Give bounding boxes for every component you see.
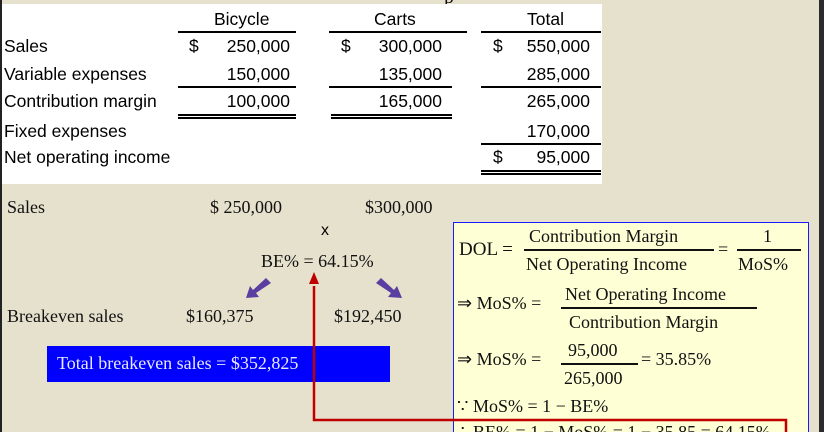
- double-underline-bicycle: [178, 114, 296, 119]
- sales-bicycle: 250,000: [226, 36, 290, 56]
- window-left-border: [0, 0, 2, 432]
- row-label-variable-expenses: Variable expenses: [4, 64, 147, 84]
- arrow-up-head-icon: [309, 272, 319, 284]
- total-breakeven-box: Total breakeven sales = $352,825: [47, 346, 390, 382]
- row-label-net-operating-income: Net operating income: [4, 147, 171, 167]
- total-breakeven-sales: Total breakeven sales = $352,825: [57, 353, 299, 373]
- breakeven-carts-value: $192,450: [334, 306, 402, 326]
- mos-calc-lhs: ⇒ MoS% =: [457, 349, 542, 369]
- dol-lhs: DOL =: [459, 239, 513, 260]
- subtotal-line-carts: [329, 86, 452, 88]
- column-header-total: Total: [527, 9, 564, 29]
- fixed-expenses-total: 170,000: [526, 121, 590, 141]
- arrow-down-right-icon: [376, 278, 402, 298]
- subtotal-line-total: [481, 86, 601, 88]
- dol-equals: =: [718, 239, 729, 259]
- dol-fraction-bar: [524, 249, 714, 251]
- variable-expenses-total: 285,000: [526, 64, 590, 84]
- dol-denominator: Net Operating Income: [526, 254, 687, 274]
- multiply-sign: x: [321, 222, 329, 239]
- header-underline-bicycle: [178, 31, 296, 33]
- breakeven-sales-label: Sales: [7, 197, 45, 217]
- sales-carts-sign: $: [341, 36, 351, 56]
- breakeven-sales-row-label: Breakeven sales: [7, 306, 124, 326]
- sales-bicycle-sign: $: [189, 36, 199, 56]
- row-label-contribution-margin: Contribution margin: [4, 91, 157, 111]
- double-underline-carts: [331, 114, 452, 119]
- subtotal-line-bicycle: [178, 86, 296, 88]
- contribution-margin-bicycle: 100,000: [226, 91, 290, 111]
- variable-expenses-bicycle: 150,000: [226, 64, 290, 84]
- dol-numerator-one: 1: [763, 226, 772, 246]
- mos-formula-denominator: Contribution Margin: [569, 312, 719, 332]
- mos-calc-numerator: 95,000: [568, 340, 618, 360]
- mos-fraction-bar: [561, 307, 757, 309]
- dol-formula-box: DOL = Contribution Margin Net Operating …: [453, 222, 809, 432]
- double-underline-total: [481, 170, 601, 175]
- sales-total: 550,000: [526, 36, 590, 56]
- mos-calc-result: = 35.85%: [641, 349, 712, 369]
- dol-numerator: Contribution Margin: [529, 226, 679, 246]
- row-label-sales: Sales: [4, 36, 48, 56]
- mos-formula-numerator: Net Operating Income: [565, 284, 726, 304]
- be-percent-derivation: ∴ BE% = 1 − MoS% = 1 − 35.85 = 64.15%: [457, 422, 771, 432]
- contribution-margin-carts: 165,000: [378, 91, 442, 111]
- dol-fraction-bar-2: [737, 249, 801, 251]
- dol-denominator-mos: MoS%: [738, 254, 789, 274]
- mos-formula-lhs: ⇒ MoS% =: [457, 293, 542, 313]
- header-underline-total: [481, 31, 601, 33]
- arrow-down-left-icon: [246, 278, 271, 298]
- column-header-carts: Carts: [374, 9, 416, 29]
- net-income-total-sign: $: [493, 147, 503, 167]
- column-header-bicycle: Bicycle: [214, 9, 270, 29]
- mos-calc-denominator: 265,000: [564, 368, 623, 388]
- variable-expenses-carts: 135,000: [378, 64, 442, 84]
- net-income-line-total: [481, 143, 601, 145]
- row-label-fixed-expenses: Fixed expenses: [4, 121, 127, 141]
- breakeven-percent: BE% = 64.15%: [261, 251, 374, 271]
- contribution-margin-total: 265,000: [526, 91, 590, 111]
- breakeven-sales-bicycle: $ 250,000: [210, 197, 282, 217]
- breakeven-bicycle-value: $160,375: [186, 306, 254, 326]
- net-operating-income-total: 95,000: [536, 147, 590, 167]
- window-right-border: [819, 0, 824, 432]
- mos-be-relation: ∵ MoS% = 1 − BE%: [457, 396, 609, 416]
- sales-total-sign: $: [493, 36, 503, 56]
- mos-calc-fraction-bar: [561, 363, 638, 365]
- breakeven-sales-carts: $300,000: [365, 197, 433, 217]
- header-underline-carts: [329, 31, 467, 33]
- contribution-income-statement: Bicycle Carts Total Sales $ 250,000 $ 30…: [2, 4, 602, 184]
- sales-carts: 300,000: [378, 36, 442, 56]
